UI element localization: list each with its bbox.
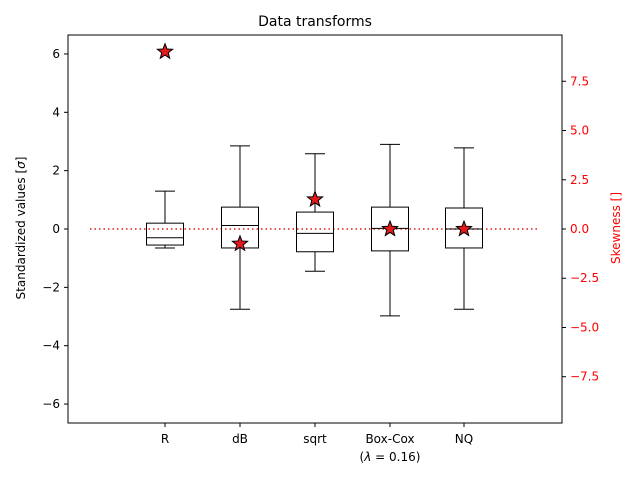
x-tick-label: R: [161, 432, 169, 446]
x-tick-label: NQ: [455, 432, 473, 446]
right-tick-label: −5.0: [570, 320, 599, 334]
left-tick-label: −2: [42, 280, 60, 294]
iqr-box: [296, 211, 334, 253]
left-tick-label: 6: [52, 47, 60, 61]
left-tick-label: 2: [52, 164, 60, 178]
left-axis-label: Standardized values [σ]: [14, 157, 28, 300]
x-tick-label: sqrt: [303, 432, 327, 446]
box-db: [221, 145, 259, 310]
x-tick-label: Box-Cox: [365, 432, 414, 446]
box-nq: [445, 147, 483, 310]
right-axis-label: Skewness []: [609, 192, 623, 264]
right-tick-label: 0.0: [570, 222, 589, 236]
left-tick-label: 0: [52, 222, 60, 236]
skewness-marker-r: [156, 42, 174, 60]
x-tick-sublabel: (λ = 0.16): [360, 450, 421, 464]
skewness-marker-sqrt: [306, 190, 324, 208]
left-tick-label: −4: [42, 339, 60, 353]
right-tick-label: −2.5: [570, 271, 599, 285]
iqr-box: [146, 222, 184, 246]
chart-title: Data transforms: [258, 14, 372, 30]
x-tick-label: dB: [232, 432, 248, 446]
box-r: [146, 190, 184, 249]
left-tick-label: −6: [42, 397, 60, 411]
iqr-box: [445, 207, 483, 249]
right-tick-label: 7.5: [570, 74, 589, 88]
right-tick-label: −7.5: [570, 370, 599, 384]
box-sqrt: [296, 153, 334, 272]
iqr-box: [221, 206, 259, 249]
right-tick-label: 5.0: [570, 124, 589, 138]
iqr-box: [371, 206, 409, 252]
left-tick-label: 4: [52, 105, 60, 119]
right-tick-label: 2.5: [570, 173, 589, 187]
skewness-marker-db: [231, 234, 249, 252]
skewness-marker-nq: [455, 219, 473, 237]
skewness-marker-box-cox: [381, 219, 399, 237]
